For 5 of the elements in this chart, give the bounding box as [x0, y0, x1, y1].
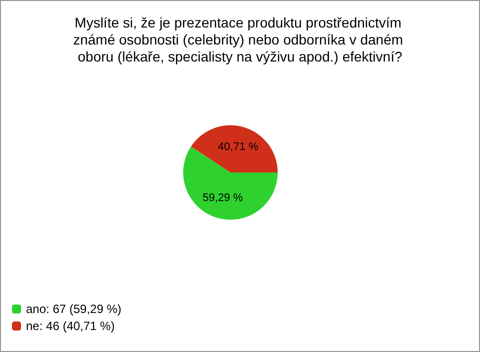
data-label: 59,29 % — [202, 192, 244, 204]
data-label: 40,71 % — [218, 141, 258, 153]
legend-label: ano: 67 (59,29 %) — [26, 302, 122, 316]
legend-label: ne: 46 (40,71 %) — [26, 319, 115, 333]
chart-title: Myslíte si, že je prezentace produktu prostřednictvím známé osobnosti (celebrity) nebo odborníka v daném oboru (lékaře, specialisty na výživu apod.) efektivní? — [73, 14, 407, 64]
